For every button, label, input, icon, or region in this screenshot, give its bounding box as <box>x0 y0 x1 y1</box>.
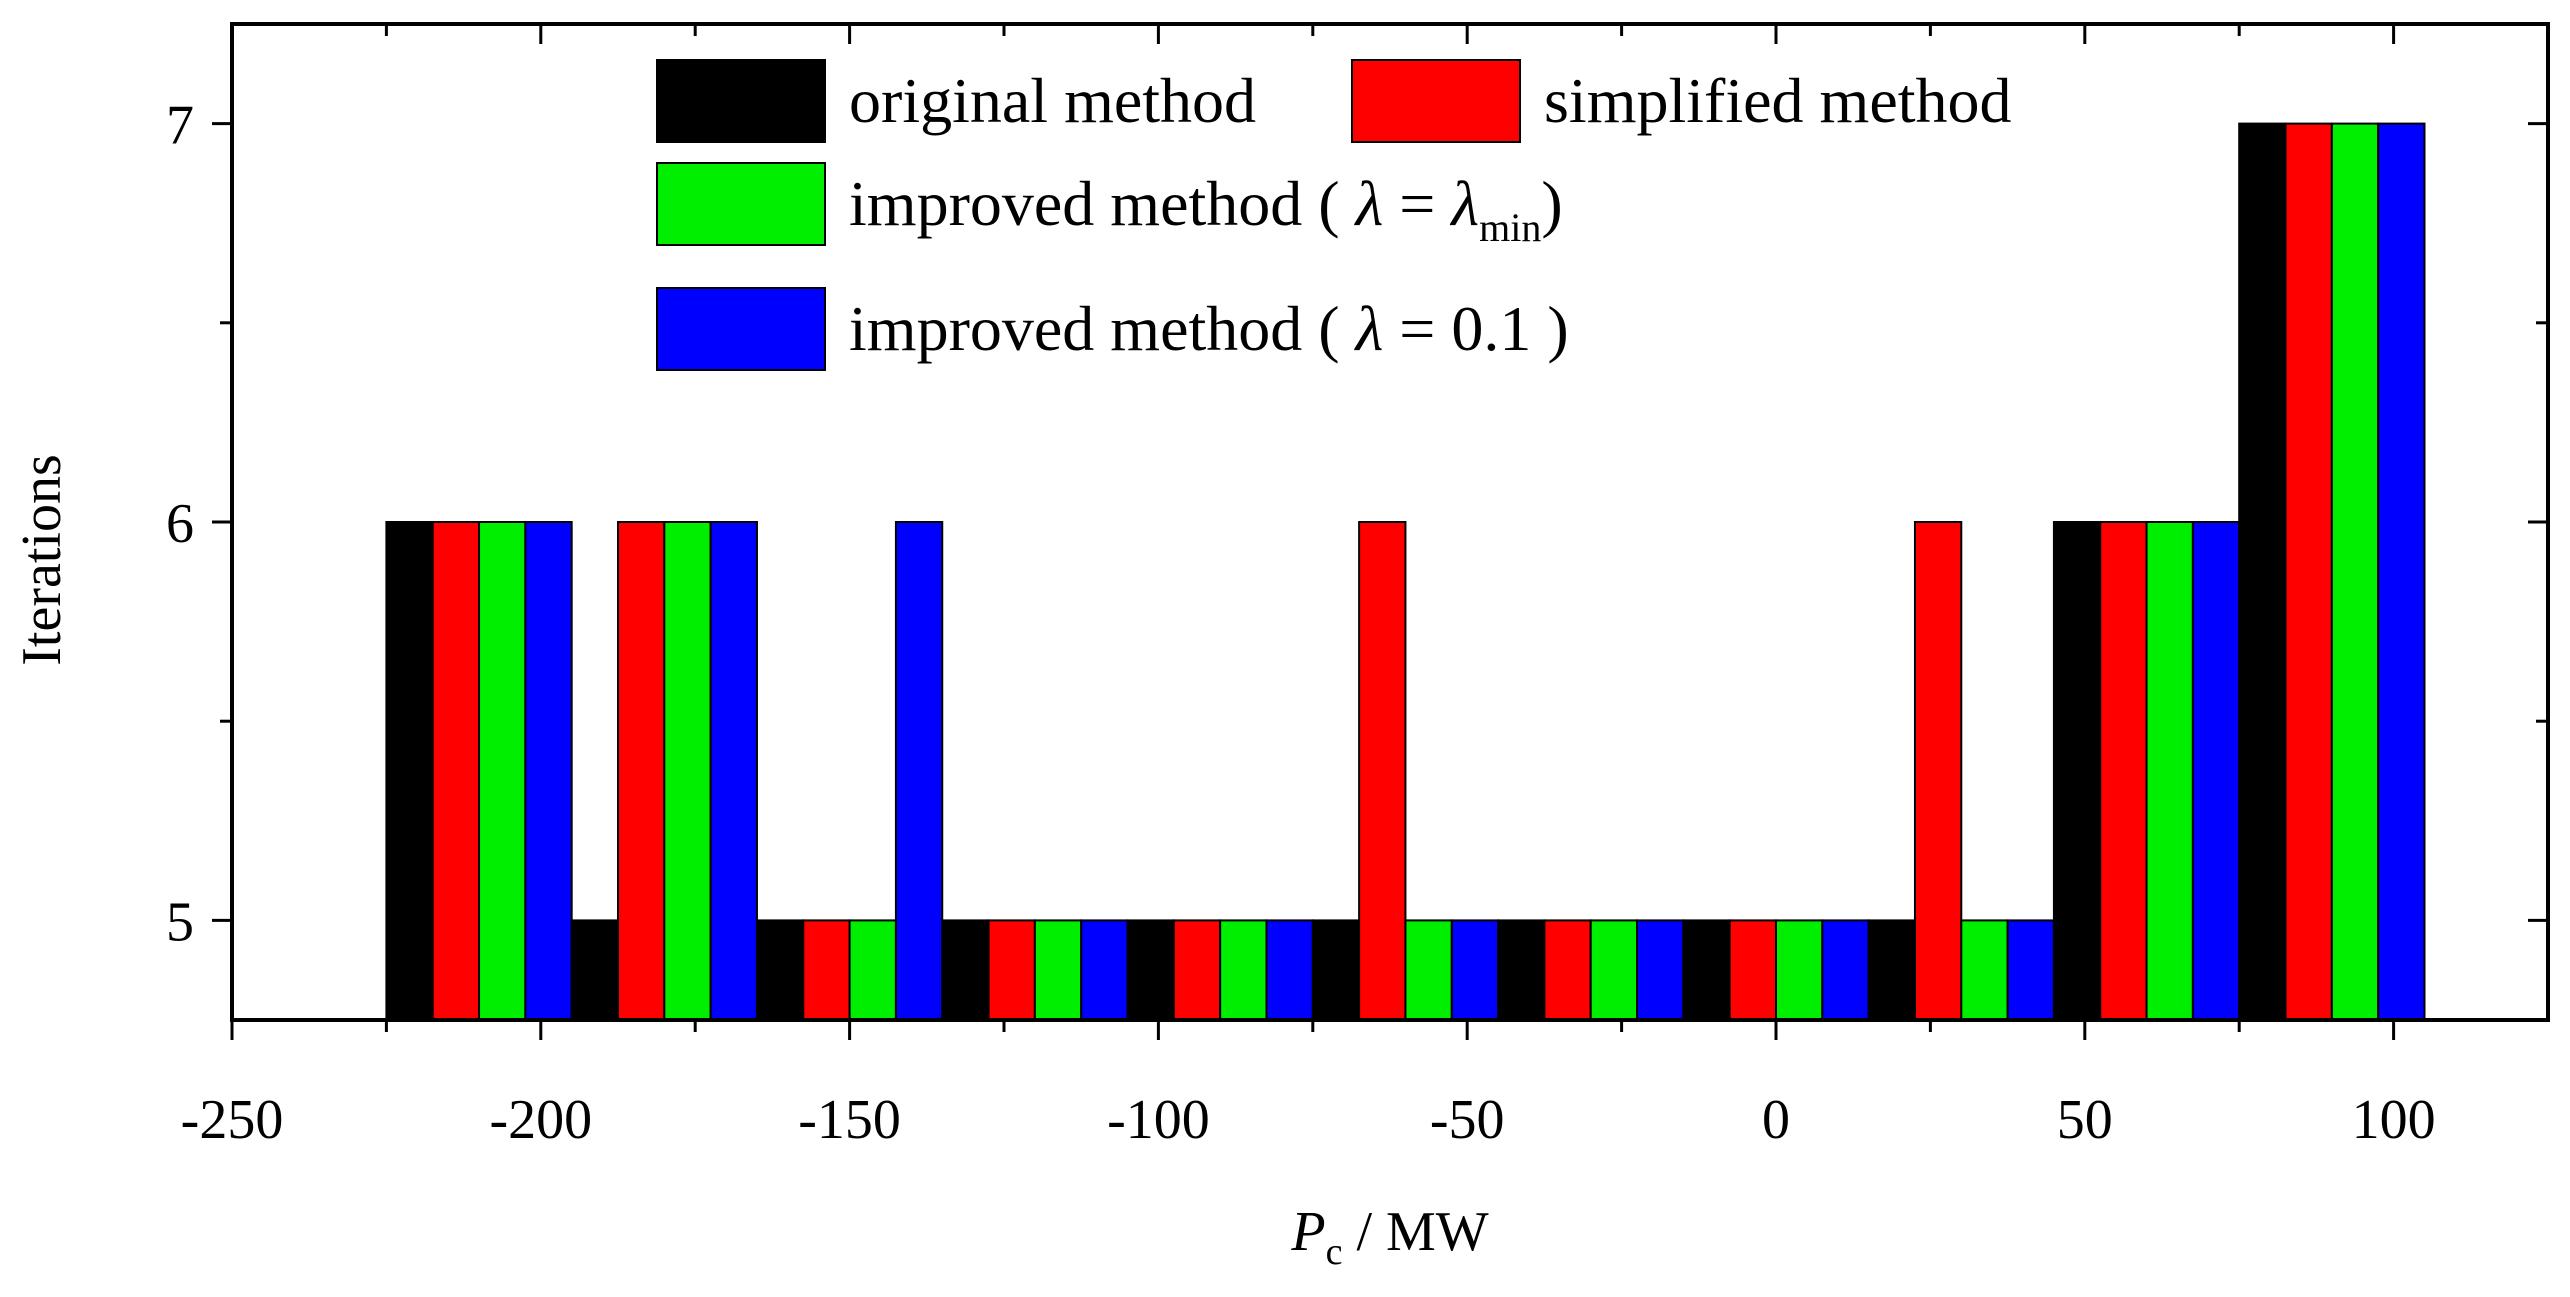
bar-improved-9 <box>2191 521 2241 1021</box>
bar-simplified-9 <box>2099 521 2148 1021</box>
legend-value: 0.1 <box>1451 293 1531 364</box>
legend-lambda-symbol: λ <box>1354 168 1384 239</box>
legend-label-0: original method <box>849 65 1256 136</box>
x-axis-title: Pc / MW <box>1290 1201 1488 1273</box>
x-tick-label: 100 <box>2352 1089 2436 1151</box>
legend-swatch-2 <box>656 162 826 246</box>
legend-suffix: ) <box>1531 293 1568 364</box>
bar-improved-5 <box>1450 919 1500 1022</box>
legend-value: λ <box>1449 168 1479 239</box>
legend-label-text: simplified method <box>1544 65 2012 136</box>
bar-simplified-5 <box>1358 521 1407 1021</box>
bar-simplified-3 <box>987 919 1036 1022</box>
bar-simplified-6 <box>1543 919 1592 1022</box>
x-axis-title-variable: P <box>1290 1201 1325 1263</box>
bar-improved-9 <box>2145 521 2194 1021</box>
bar-original-8 <box>1867 919 1916 1022</box>
bar-simplified-7 <box>1728 919 1778 1022</box>
bar-improved-6 <box>1636 919 1685 1022</box>
x-tick-label: -200 <box>489 1089 592 1151</box>
bar-improved-3 <box>1033 919 1083 1022</box>
bar-improved-4 <box>1265 919 1314 1022</box>
bar-improved-0 <box>478 521 527 1021</box>
legend-label-2: improved method ( λ = λmin) <box>849 168 1563 250</box>
y-tick-label: 5 <box>166 891 194 953</box>
bar-original-4 <box>1126 919 1175 1022</box>
bar-original-1 <box>570 919 619 1022</box>
bar-original-5 <box>1311 919 1361 1022</box>
legend-equals: = <box>1383 168 1451 239</box>
legend-swatch-1 <box>1351 59 1521 143</box>
bar-improved-7 <box>1821 919 1870 1022</box>
bar-original-10 <box>2238 122 2287 1022</box>
x-tick-label: 50 <box>2057 1089 2113 1151</box>
legend: original method simplified method improved… <box>656 59 2012 371</box>
bar-improved-2 <box>894 521 944 1021</box>
legend-equals: = <box>1383 293 1451 364</box>
x-tick-label: -50 <box>1430 1089 1505 1151</box>
bar-original-3 <box>941 919 990 1022</box>
bar-simplified-10 <box>2284 122 2333 1022</box>
legend-subscript: min <box>1479 205 1541 250</box>
x-tick-label: -250 <box>181 1089 284 1151</box>
bar-original-7 <box>1682 919 1731 1022</box>
bar-improved-10 <box>2330 122 2380 1022</box>
bar-improved-8 <box>2006 919 2055 1022</box>
bar-improved-2 <box>848 919 897 1022</box>
bar-original-9 <box>2052 521 2102 1021</box>
legend-label-3: improved method ( λ = 0.1 ) <box>849 293 1569 364</box>
legend-swatch-0 <box>656 59 826 143</box>
y-tick-label: 7 <box>166 95 194 157</box>
bar-simplified-4 <box>1172 919 1222 1022</box>
axes-group: -250 -200 -150 -100 -50 0 50 100 5 6 7 <box>166 22 2550 1151</box>
legend-suffix: ) <box>1541 168 1562 239</box>
bar-improved-1 <box>709 521 758 1021</box>
x-tick-label: 0 <box>1762 1089 1790 1151</box>
bar-original-6 <box>1497 919 1546 1022</box>
legend-label-text: improved method ( <box>849 293 1356 364</box>
x-tick-label: -100 <box>1107 1089 1210 1151</box>
x-tick-label: -150 <box>798 1089 901 1151</box>
bar-improved-1 <box>663 521 712 1021</box>
bar-improved-5 <box>1404 919 1453 1022</box>
x-axis-title-unit: / MW <box>1342 1201 1488 1263</box>
bar-improved-6 <box>1589 919 1639 1022</box>
bar-improved-8 <box>1960 919 2009 1022</box>
x-axis-title-subscript: c <box>1326 1231 1343 1273</box>
legend-label-1: simplified method <box>1544 65 2012 136</box>
legend-label-text: original method <box>849 65 1256 136</box>
legend-label-text: improved method ( <box>849 168 1356 239</box>
bar-improved-0 <box>524 521 573 1021</box>
bar-simplified-1 <box>617 521 666 1021</box>
bar-improved-4 <box>1219 919 1268 1022</box>
y-axis-title: Iterations <box>11 454 73 665</box>
bar-improved-3 <box>1080 919 1129 1022</box>
y-tick-label: 6 <box>166 493 194 555</box>
legend-swatch-3 <box>656 287 826 371</box>
bars-group <box>385 122 2426 1022</box>
bar-simplified-8 <box>1913 521 1963 1021</box>
bar-original-0 <box>385 521 434 1021</box>
bar-improved-10 <box>2377 122 2426 1022</box>
bar-original-2 <box>755 919 805 1022</box>
legend-lambda-symbol: λ <box>1354 293 1384 364</box>
bar-simplified-2 <box>802 919 851 1022</box>
bar-improved-7 <box>1775 919 1824 1022</box>
bar-simplified-0 <box>431 521 481 1021</box>
